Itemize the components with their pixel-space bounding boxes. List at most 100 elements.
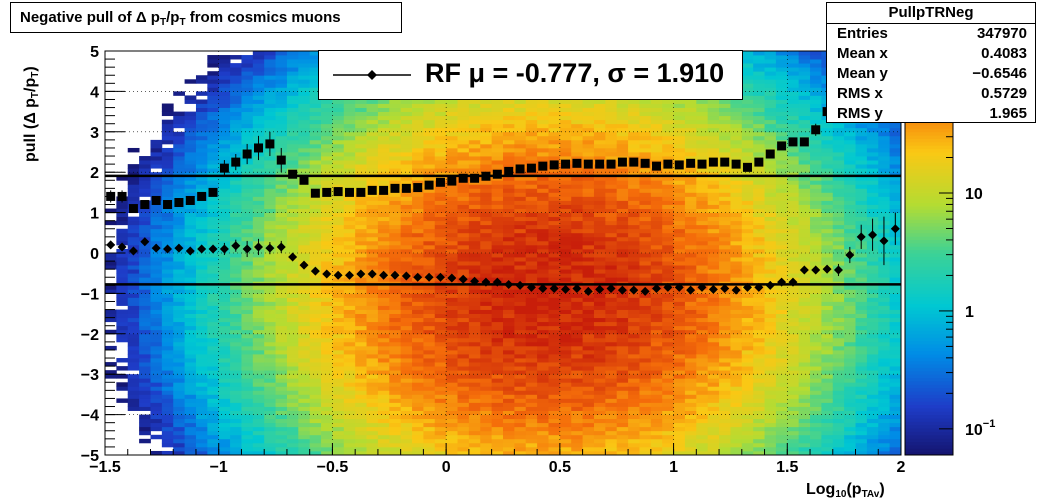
heatmap-cell <box>230 123 242 129</box>
heatmap-cell <box>366 240 379 246</box>
heatmap-cell <box>468 220 481 226</box>
heatmap-cell <box>696 204 709 209</box>
heatmap-cell <box>218 208 231 213</box>
heatmap-cell <box>559 446 572 452</box>
heatmap-cell <box>321 216 333 222</box>
heatmap-cell <box>127 325 140 331</box>
heatmap-cell <box>491 204 504 209</box>
heatmap-cell <box>503 317 515 323</box>
heatmap-cell <box>537 236 549 242</box>
heatmap-cell <box>537 143 549 149</box>
heatmap-cell <box>377 313 390 319</box>
heatmap-cell <box>298 188 311 193</box>
heatmap-cell <box>503 232 515 238</box>
heatmap-cell <box>673 341 686 347</box>
heatmap-cell <box>400 293 413 298</box>
heatmap-cell <box>366 325 379 331</box>
heatmap-cell <box>491 253 504 258</box>
heatmap-cell <box>662 341 674 347</box>
heatmap-cell <box>355 164 367 169</box>
heatmap-cell <box>412 305 424 310</box>
heatmap-cell <box>662 402 674 407</box>
heatmap-cell <box>286 345 299 351</box>
heatmap-cell <box>412 390 424 395</box>
heatmap-cell <box>366 244 379 250</box>
heatmap-cell <box>195 325 208 331</box>
heatmap-cell <box>116 212 129 218</box>
heatmap-cell <box>662 200 674 205</box>
heatmap-cell <box>366 160 379 165</box>
heatmap-cell <box>230 313 242 319</box>
heatmap-cell <box>309 390 322 395</box>
heatmap-cell <box>616 240 629 246</box>
heatmap-cell <box>343 107 356 112</box>
heatmap-cell <box>673 172 686 177</box>
heatmap-cell <box>468 224 481 230</box>
heatmap-cell <box>457 426 470 432</box>
heatmap-cell <box>355 107 367 112</box>
heatmap-cell <box>343 244 356 250</box>
heatmap-cell <box>389 325 402 331</box>
heatmap-cell <box>468 358 481 363</box>
heatmap-cell <box>264 164 276 169</box>
heatmap-cell <box>264 386 276 391</box>
heatmap-cell <box>309 196 322 201</box>
heatmap-cell <box>628 172 640 177</box>
heatmap-cell <box>559 152 572 157</box>
heatmap-cell <box>525 430 538 436</box>
heatmap-cell <box>309 337 322 343</box>
heatmap-cell <box>184 164 197 169</box>
heatmap-cell <box>241 59 254 64</box>
heatmap-cell <box>195 164 208 169</box>
heatmap-cell <box>696 345 709 351</box>
heatmap-cell <box>480 317 493 323</box>
heatmap-cell <box>491 115 504 121</box>
heatmap-cell <box>218 442 231 448</box>
heatmap-cell <box>116 313 129 319</box>
heatmap-cell <box>366 200 379 205</box>
heatmap-cell <box>537 406 549 411</box>
heatmap-cell <box>275 329 288 335</box>
heatmap-cell <box>605 240 618 246</box>
heatmap-cell <box>321 180 333 185</box>
heatmap-cell <box>514 156 527 161</box>
heatmap-cell <box>252 430 265 436</box>
heatmap-cell <box>662 188 674 193</box>
heatmap-cell <box>662 168 674 173</box>
heatmap-cell <box>628 147 640 153</box>
heatmap-cell <box>150 434 163 440</box>
heatmap-cell <box>173 349 185 355</box>
heatmap-cell <box>662 216 674 222</box>
heatmap-cell <box>537 333 549 339</box>
heatmap-cell <box>548 430 561 436</box>
heatmap-cell <box>684 228 697 234</box>
heatmap-cell <box>503 305 515 310</box>
heatmap-cell <box>241 321 254 327</box>
heatmap-cell <box>628 301 640 306</box>
heatmap-cell <box>366 297 379 302</box>
heatmap-cell <box>491 188 504 193</box>
heatmap-cell <box>252 362 265 367</box>
heatmap-cell <box>264 414 276 420</box>
heatmap-cell <box>332 103 345 108</box>
heatmap-cell <box>548 188 561 193</box>
heatmap-cell <box>582 325 595 331</box>
heatmap-cell <box>309 257 322 262</box>
heatmap-cell <box>161 410 174 415</box>
heatmap-cell <box>616 410 629 415</box>
heatmap-cell <box>309 402 322 407</box>
heatmap-cell <box>525 273 538 278</box>
heatmap-cell <box>423 204 436 209</box>
heatmap-cell <box>468 143 481 149</box>
heatmap-cell <box>696 184 709 189</box>
heatmap-cell <box>696 358 709 363</box>
heatmap-cell <box>423 257 436 262</box>
heatmap-cell <box>423 293 436 298</box>
heatmap-cell <box>389 265 402 270</box>
heatmap-cell <box>195 446 208 452</box>
heatmap-cell <box>377 341 390 347</box>
heatmap-cell <box>593 422 606 428</box>
heatmap-cell <box>195 442 208 448</box>
heatmap-cell <box>491 402 504 407</box>
heatmap-cell <box>446 208 458 213</box>
